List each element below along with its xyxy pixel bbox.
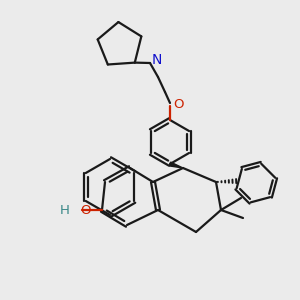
Text: O: O [80, 203, 91, 217]
Polygon shape [169, 162, 183, 168]
Text: H: H [60, 203, 70, 217]
Text: O: O [174, 98, 184, 112]
Text: N: N [152, 53, 162, 67]
